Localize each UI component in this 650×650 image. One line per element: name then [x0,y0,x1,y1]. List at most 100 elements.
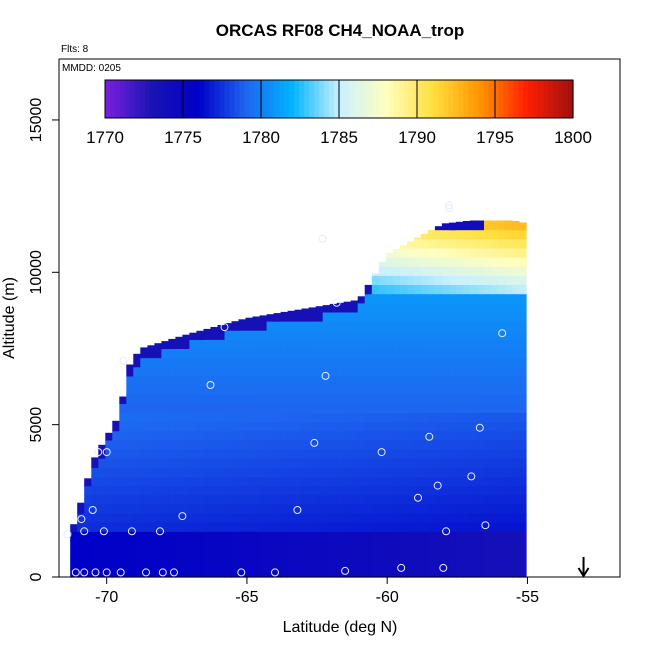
heatmap-cell [364,531,373,541]
heatmap-cell [498,549,506,560]
heatmap-cell [182,485,190,496]
heatmap-cell [161,567,169,578]
heatmap-cell [308,375,317,386]
heatmap-cell [252,558,261,569]
heatmap-cell [420,449,429,459]
heatmap-cell [203,439,212,450]
heatmap-cell [427,339,436,349]
heatmap-cell [512,348,520,359]
x-axis: -70 -65 -60 -55 [95,576,539,606]
heatmap-cell [112,540,120,551]
heatmap-cell [455,302,464,313]
heatmap-cell [119,513,127,523]
heatmap-cell [448,266,457,276]
heatmap-cell [378,348,387,359]
heatmap-cell [455,339,464,349]
heatmap-cell [399,275,408,285]
heatmap-cell [378,522,387,532]
heatmap-cell [294,513,303,523]
heatmap-cell [84,549,92,560]
heatmap-cell [519,412,527,423]
heatmap-cell [357,513,366,523]
heatmap-cell [491,220,499,231]
heatmap-cell [315,403,324,413]
heatmap-cell [196,421,204,432]
heatmap-cell [413,558,422,569]
heatmap-cell [505,339,513,349]
colorbar-cell [314,80,320,118]
heatmap-cell [140,558,148,569]
heatmap-cell [413,375,422,386]
heatmap-cell [399,513,408,523]
heatmap-cell [519,222,527,231]
heatmap-cell [112,467,120,477]
heatmap-cell [420,513,429,523]
heatmap-cell [406,458,415,468]
heatmap-cell [498,375,506,386]
heatmap-cell [505,357,513,368]
observation-point [444,204,453,213]
heatmap-cell [266,513,275,523]
heatmap-cell [189,339,197,349]
heatmap-cell [406,449,415,459]
heatmap-cell [322,467,331,477]
heatmap-cell [434,421,443,432]
heatmap-cell [77,502,85,505]
heatmap-cell [392,311,401,322]
heatmap-cell [343,339,352,349]
heatmap-cell [498,513,506,523]
heatmap-cell [112,513,120,523]
heatmap-cell [329,403,338,413]
heatmap-cell [140,567,148,578]
heatmap-cell [484,503,492,514]
heatmap-cell [413,540,422,551]
heatmap-cell [259,357,268,368]
heatmap-cell [315,339,324,349]
heatmap-cell [98,458,106,468]
heatmap-cell [350,503,359,514]
colorbar-cell [418,80,425,118]
heatmap-cell [476,357,485,368]
heatmap-cell [371,403,380,413]
heatmap-cell [273,513,282,523]
colorbar-cell [438,80,445,118]
heatmap-cell [182,339,190,349]
heatmap-cell [519,467,527,477]
heatmap-cell [364,330,373,340]
heatmap-cell [448,357,457,368]
heatmap-cell [498,284,506,295]
heatmap-cell [294,531,303,541]
heatmap-cell [427,522,436,532]
heatmap-cell [266,476,275,487]
heatmap-cell [238,503,247,514]
heatmap-cell [491,449,499,459]
heatmap-cell [294,357,303,368]
heatmap-cell [273,439,282,450]
heatmap-cell [385,275,394,285]
heatmap-cell [385,348,394,359]
heatmap-cell [378,439,387,450]
heatmap-cell [371,339,380,349]
heatmap-cell [469,293,478,304]
heatmap-cell [399,558,408,569]
heatmap-cell [357,302,366,313]
heatmap-cell [175,412,183,423]
heatmap-cell [231,558,240,569]
heatmap-cell [462,449,471,459]
colorbar: 1770 1775 1780 1785 1790 1795 1800 [86,79,592,147]
heatmap-cell [294,321,303,331]
heatmap-cell [217,430,226,441]
heatmap-cell [357,558,366,569]
heatmap-cell [420,348,429,359]
heatmap-cell [84,522,92,532]
heatmap-cell [505,330,513,340]
heatmap-cell [406,241,415,249]
heatmap-cell [434,366,443,377]
heatmap-cell [455,430,464,441]
heatmap-cell [350,366,359,377]
heatmap-cell [294,449,303,459]
heatmap-cell [357,476,366,487]
heatmap-cell [385,321,394,331]
colorbar-cell [294,80,300,118]
observation-point [377,448,386,457]
